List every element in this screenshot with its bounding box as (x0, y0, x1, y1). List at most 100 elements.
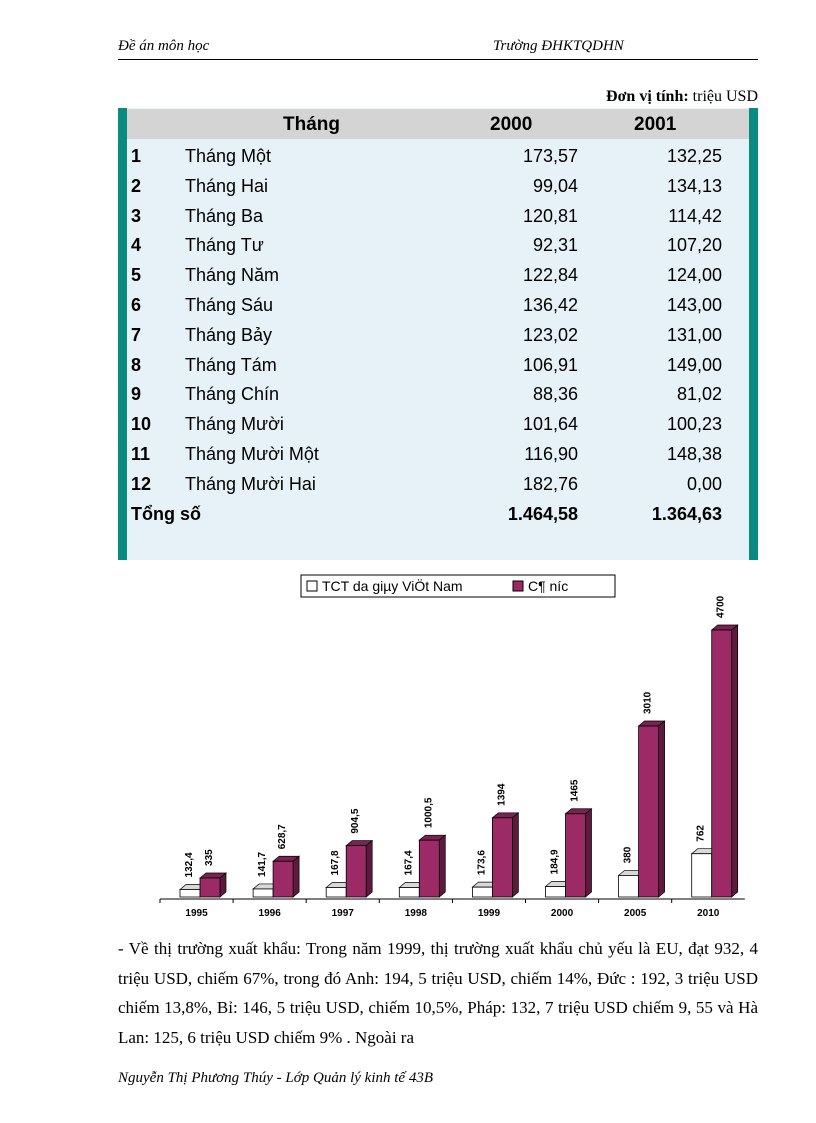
table-row: 2 Tháng Hai 99,04 134,13 (118, 172, 758, 202)
cell: 114,42 (668, 205, 722, 226)
data-label: 167,4 (403, 850, 414, 875)
x-tick-label: 1996 (259, 908, 282, 919)
cell: 2 (131, 175, 142, 196)
data-label: 762 (696, 825, 707, 842)
cell: Tháng Mười Hai (185, 473, 316, 494)
cell: 132,25 (666, 146, 722, 166)
header-right: Trường ĐHKTQDHN (493, 38, 624, 54)
legend-label-1: C¶ n­íc (528, 578, 568, 594)
bar-1996-s0 (252, 888, 274, 898)
bar-side (365, 839, 373, 898)
monthly-table: Tháng 2000 2001 1 Tháng Một 173,57 132,25 2 T… (118, 108, 758, 560)
cell: 124,00 (666, 265, 722, 286)
bar-1998-s0 (398, 887, 420, 898)
bar-side (512, 812, 519, 898)
data-label: 3010 (643, 691, 654, 714)
table-row: 12 Tháng Mười Hai 182,76 0,00 (118, 470, 758, 500)
bar-1999-s1 (491, 817, 513, 898)
x-tick-label: 1995 (185, 908, 208, 919)
legend-box (300, 574, 616, 598)
bar-1999-s0 (471, 886, 493, 898)
table-row: 5 Tháng Năm 122,84 124,00 (118, 261, 758, 291)
cell: 136,42 (522, 295, 578, 315)
cell: 99,04 (532, 175, 578, 196)
x-tick-label: 2000 (551, 908, 574, 919)
bar-2000-s1 (565, 813, 586, 898)
header-divider (118, 59, 758, 60)
cell: 116,90 (524, 444, 578, 464)
bar-2010-s0 (691, 853, 713, 898)
cell: 107,20 (666, 235, 722, 256)
cell: 5 (131, 265, 142, 286)
export-chart: TCT da giµy ViÖt Nam C¶ n­íc 1995 132,4 335 1… (159, 574, 745, 919)
legend-label-0: TCT da giµy ViÖt Nam (322, 577, 463, 594)
unit-note: Đơn vị tính: triệu USD (606, 88, 758, 106)
cell: 123,02 (522, 324, 578, 345)
unit-value: triệu USD (692, 88, 758, 105)
table-row: 10 Tháng Mười 101,64 100,23 (118, 410, 758, 440)
cell: 131,00 (666, 324, 722, 345)
cell: 9 (131, 384, 142, 405)
cell: 122,84 (522, 265, 578, 286)
cell: 4 (131, 235, 142, 256)
table-row: 8 Tháng Tám 106,91 149,00 (118, 351, 758, 381)
data-label: 141,7 (257, 851, 268, 876)
data-label: 1465 (570, 779, 581, 802)
table-right-border (749, 108, 758, 560)
cell: 8 (131, 354, 142, 375)
cell: Tháng Ba (185, 205, 264, 226)
total-row: Tổng số 1.464,58 1.364,63 (118, 500, 758, 530)
cell: 0,00 (686, 473, 722, 494)
cell: 6 (131, 295, 142, 315)
bar-side (438, 834, 446, 898)
bar-1997-s0 (325, 887, 347, 898)
cell: 81,02 (676, 384, 722, 405)
bar-side (658, 720, 665, 898)
table-row: 11 Tháng Mười Một 116,90 148,38 (118, 440, 758, 470)
total-a: 1.464,58 (507, 503, 578, 524)
col-2000: 2000 (490, 114, 533, 135)
cell: Tháng Mười Một (185, 444, 319, 464)
col-2001: 2001 (634, 114, 677, 135)
cell: 173,57 (522, 146, 578, 166)
cell: Tháng Bảy (185, 324, 273, 345)
bar-1997-s1 (345, 845, 367, 898)
unit-label: Đơn vị tính: (606, 88, 689, 105)
data-label: 1394 (496, 783, 507, 806)
data-label: 132,4 (184, 852, 195, 877)
bar-1998-s1 (418, 839, 440, 898)
bar-1996-s1 (272, 860, 294, 898)
data-label: 167,8 (330, 850, 341, 875)
bar-side (585, 808, 592, 898)
cell: 1 (131, 146, 142, 166)
cell: Tháng Chín (185, 384, 280, 405)
data-label: 1000,5 (423, 797, 434, 828)
bar-side (731, 624, 739, 898)
table-row: 6 Tháng Sáu 136,42 143,00 (118, 291, 758, 321)
data-label: 184,9 (550, 849, 561, 874)
cell: Tháng Mười (185, 414, 284, 435)
total-label: Tổng số (131, 503, 201, 524)
table-row: 1 Tháng Một 173,57 132,25 (118, 142, 758, 172)
x-tick-label: 1997 (332, 908, 355, 919)
total-b: 1.364,63 (651, 503, 722, 524)
data-label: 4700 (716, 595, 727, 618)
cell: Tháng Hai (185, 175, 269, 196)
cell: 148,38 (666, 444, 722, 464)
cell: 88,36 (532, 384, 578, 405)
cell: 12 (131, 473, 152, 494)
cell: 3 (131, 205, 142, 226)
bar-2010-s1 (711, 629, 733, 898)
cell: 10 (131, 414, 152, 435)
cell: 106,91 (522, 354, 578, 375)
legend-swatch-1 (512, 580, 524, 592)
cell: Tháng Tư (185, 235, 264, 256)
x-tick-label: 2010 (697, 908, 720, 919)
cell: Tháng Một (185, 146, 272, 166)
data-label: 904,5 (350, 808, 361, 833)
table-row: 9 Tháng Chín 88,36 81,02 (118, 380, 758, 410)
cell: Tháng Năm (185, 265, 280, 286)
x-tick-label: 1998 (405, 908, 428, 919)
bar-1995-s0 (179, 889, 201, 898)
